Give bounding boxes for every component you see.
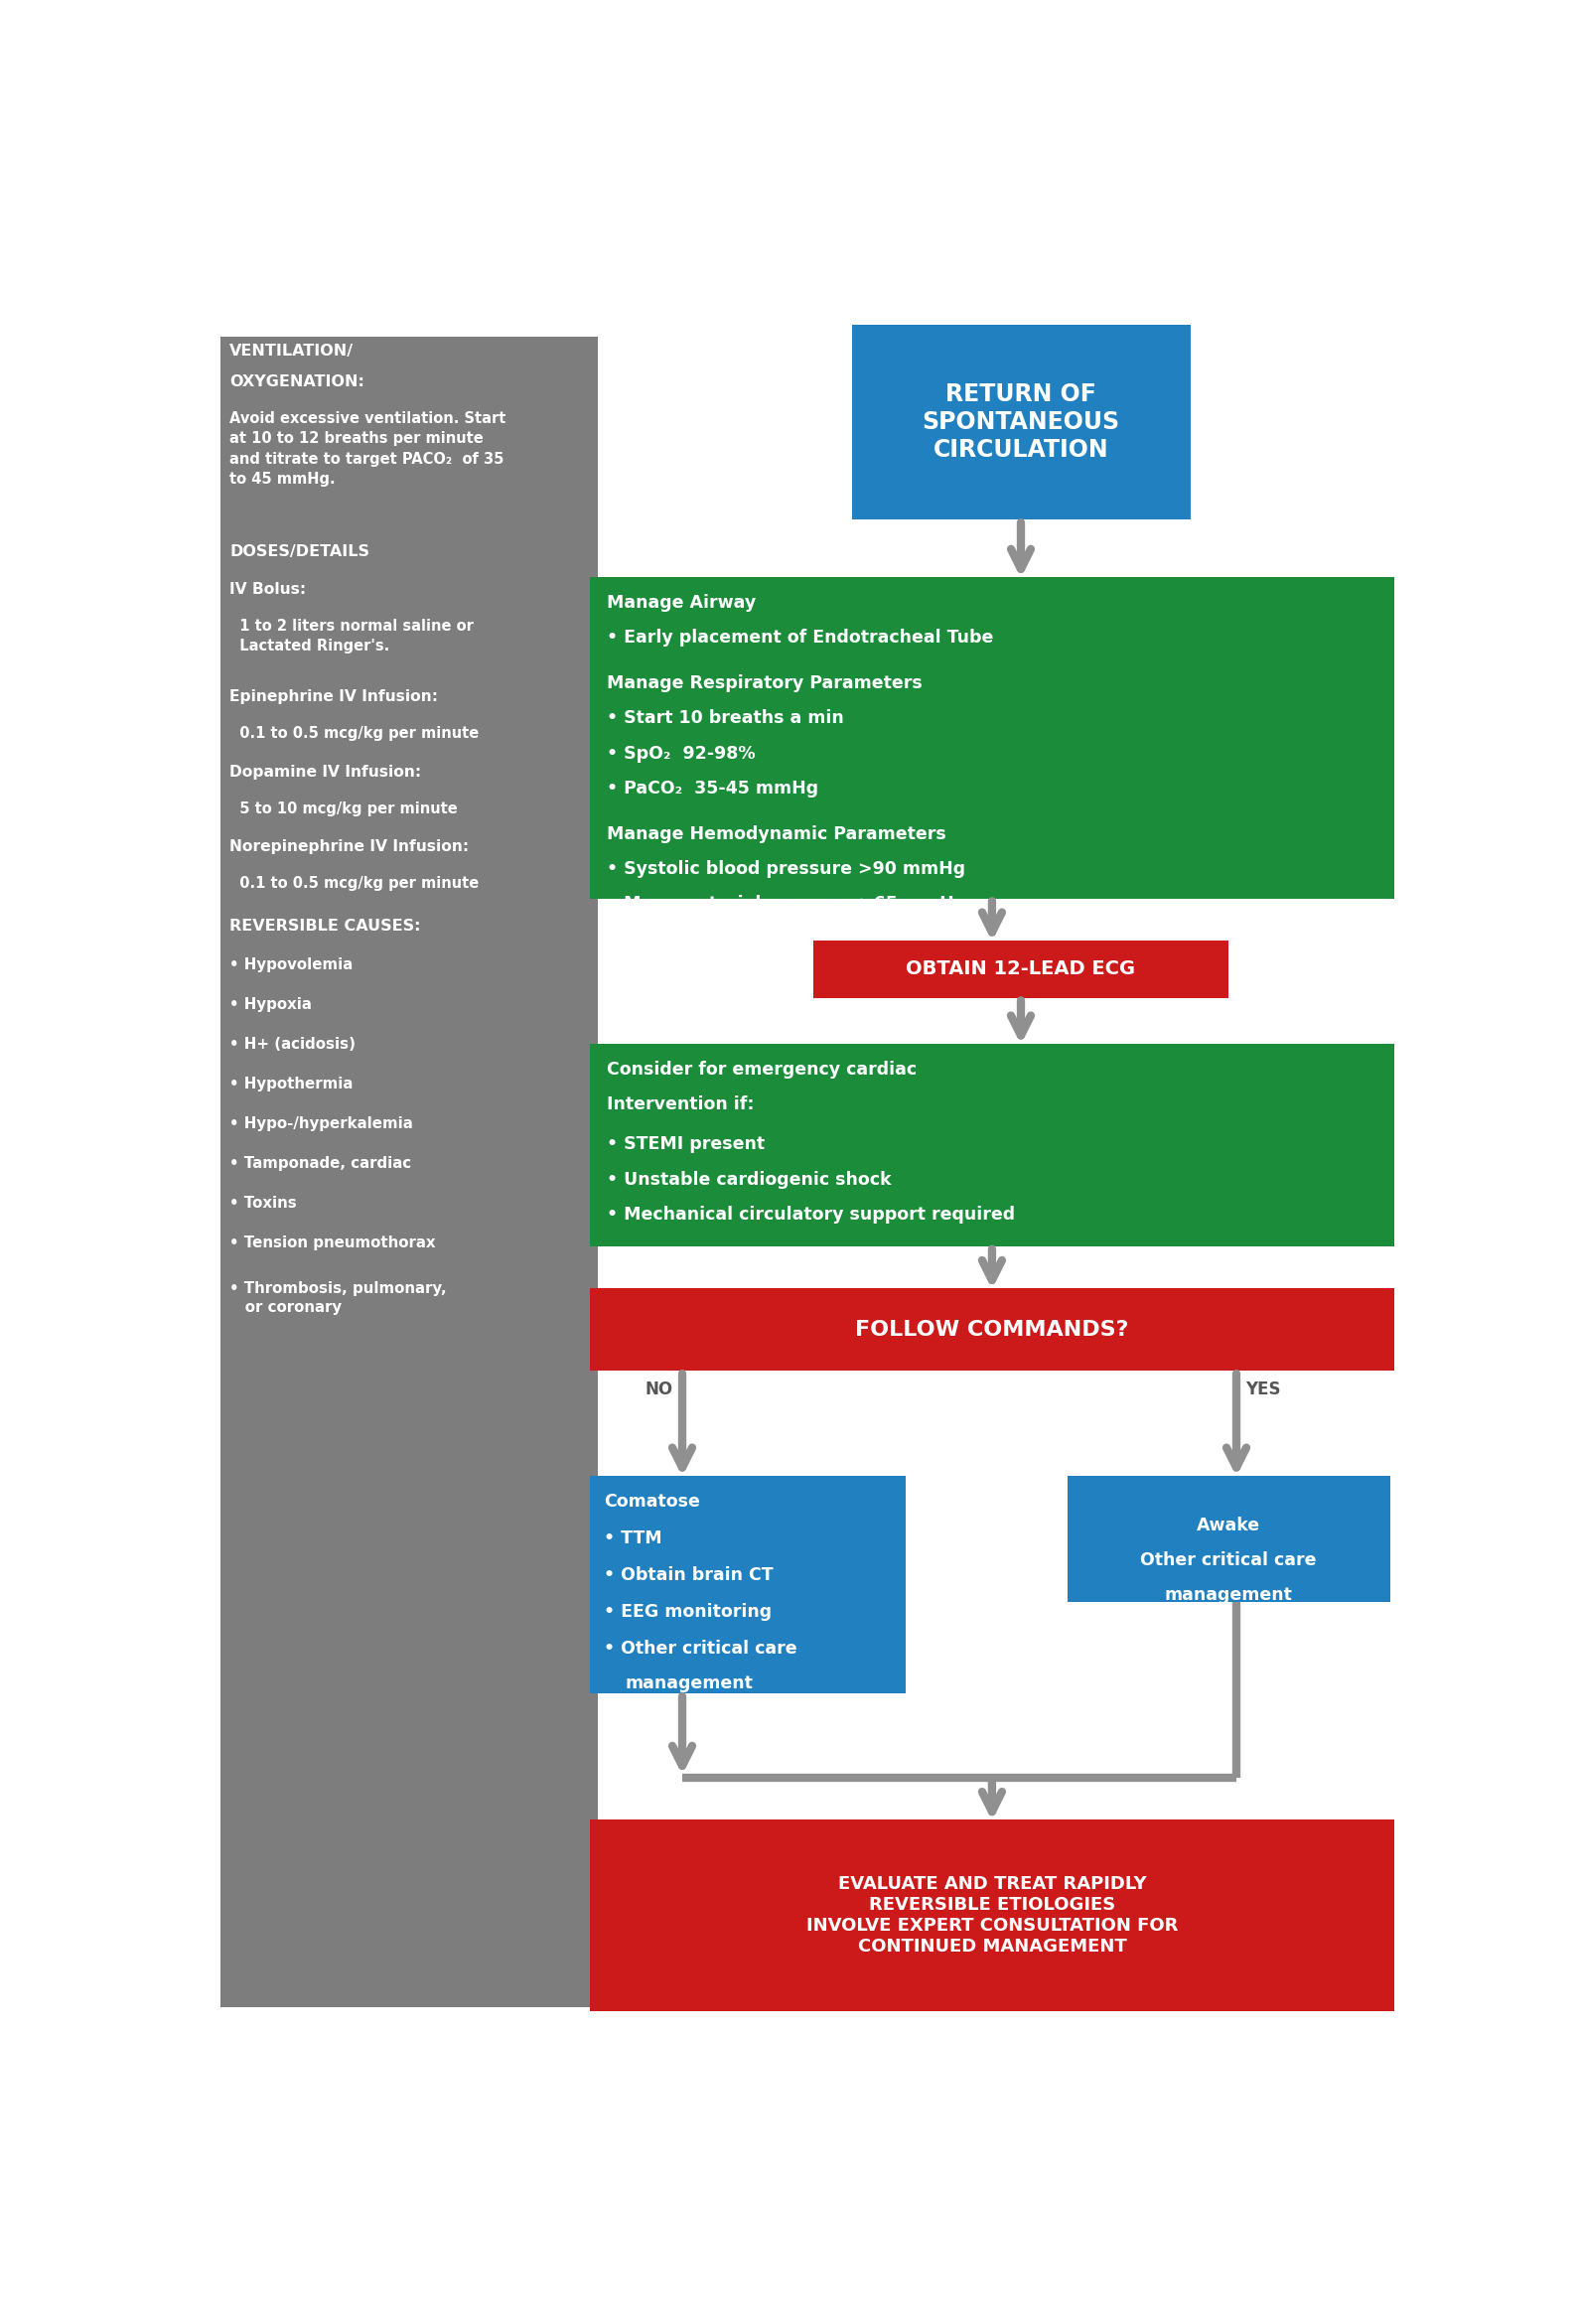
FancyBboxPatch shape [813, 941, 1228, 997]
Text: OXYGENATION:: OXYGENATION: [229, 374, 365, 390]
Text: Manage Airway: Manage Airway [606, 595, 756, 611]
Text: • Early placement of Endotracheal Tube: • Early placement of Endotracheal Tube [606, 630, 993, 646]
Text: YES: YES [1246, 1380, 1281, 1399]
Text: Norepinephrine IV Infusion:: Norepinephrine IV Infusion: [229, 839, 469, 855]
Text: management: management [625, 1676, 753, 1692]
Text: Comatose: Comatose [603, 1492, 699, 1511]
Text: • Obtain brain CT: • Obtain brain CT [603, 1566, 774, 1585]
Text: Avoid excessive ventilation. Start
at 10 to 12 breaths per minute
and titrate to: Avoid excessive ventilation. Start at 10… [229, 411, 507, 486]
Text: Manage Respiratory Parameters: Manage Respiratory Parameters [606, 674, 922, 693]
Text: management: management [1165, 1587, 1293, 1604]
Text: • Hypothermia: • Hypothermia [229, 1076, 354, 1092]
FancyBboxPatch shape [591, 1476, 905, 1694]
Text: • Systolic blood pressure >90 mmHg: • Systolic blood pressure >90 mmHg [606, 860, 965, 878]
Text: • Tension pneumothorax: • Tension pneumothorax [229, 1236, 436, 1250]
Text: NO: NO [646, 1380, 673, 1399]
Text: • Hypo-/hyperkalemia: • Hypo-/hyperkalemia [229, 1116, 414, 1132]
Text: • TTM: • TTM [603, 1529, 662, 1548]
FancyBboxPatch shape [591, 1820, 1394, 2010]
Text: 0.1 to 0.5 mcg/kg per minute: 0.1 to 0.5 mcg/kg per minute [229, 725, 478, 741]
Text: Awake: Awake [1197, 1515, 1260, 1534]
Text: • EEG monitoring: • EEG monitoring [603, 1604, 772, 1620]
Text: • Mean  arterial pressure >65 mmHg: • Mean arterial pressure >65 mmHg [606, 895, 966, 913]
Text: • H+ (acidosis): • H+ (acidosis) [229, 1037, 355, 1053]
FancyBboxPatch shape [591, 576, 1394, 899]
Text: FOLLOW COMMANDS?: FOLLOW COMMANDS? [856, 1320, 1129, 1339]
Text: • Hypovolemia: • Hypovolemia [229, 957, 354, 971]
Text: Intervention if:: Intervention if: [606, 1095, 755, 1113]
Text: EVALUATE AND TREAT RAPIDLY
REVERSIBLE ETIOLOGIES
INVOLVE EXPERT CONSULTATION FOR: EVALUATE AND TREAT RAPIDLY REVERSIBLE ET… [807, 1875, 1178, 1954]
Text: Epinephrine IV Infusion:: Epinephrine IV Infusion: [229, 690, 439, 704]
FancyBboxPatch shape [591, 1287, 1394, 1371]
FancyBboxPatch shape [591, 1043, 1394, 1246]
Text: Consider for emergency cardiac: Consider for emergency cardiac [606, 1060, 917, 1078]
Text: DOSES/DETAILS: DOSES/DETAILS [229, 544, 369, 560]
Text: OBTAIN 12-LEAD ECG: OBTAIN 12-LEAD ECG [906, 960, 1135, 978]
Text: RETURN OF
SPONTANEOUS
CIRCULATION: RETURN OF SPONTANEOUS CIRCULATION [922, 383, 1120, 462]
FancyBboxPatch shape [221, 337, 597, 2008]
Text: REVERSIBLE CAUSES:: REVERSIBLE CAUSES: [229, 918, 422, 934]
Text: • Start 10 breaths a min: • Start 10 breaths a min [606, 709, 843, 727]
Text: VENTILATION/: VENTILATION/ [229, 344, 354, 358]
Text: • Unstable cardiogenic shock: • Unstable cardiogenic shock [606, 1171, 891, 1188]
Text: • Hypoxia: • Hypoxia [229, 997, 313, 1011]
Text: IV Bolus:: IV Bolus: [229, 583, 306, 597]
Text: Manage Hemodynamic Parameters: Manage Hemodynamic Parameters [606, 825, 946, 844]
Text: • Toxins: • Toxins [229, 1197, 297, 1211]
Text: • Mechanical circulatory support required: • Mechanical circulatory support require… [606, 1206, 1015, 1225]
FancyBboxPatch shape [851, 325, 1191, 521]
Text: • Other critical care: • Other critical care [603, 1638, 797, 1657]
Text: 0.1 to 0.5 mcg/kg per minute: 0.1 to 0.5 mcg/kg per minute [229, 876, 478, 890]
Text: Other critical care: Other critical care [1140, 1550, 1317, 1569]
FancyBboxPatch shape [1067, 1476, 1391, 1601]
Text: • SpO₂  92-98%: • SpO₂ 92-98% [606, 744, 755, 762]
Text: 1 to 2 liters normal saline or
  Lactated Ringer's.: 1 to 2 liters normal saline or Lactated … [229, 618, 474, 653]
Text: • Thrombosis, pulmonary,
   or coronary: • Thrombosis, pulmonary, or coronary [229, 1281, 447, 1315]
Text: • Tamponade, cardiac: • Tamponade, cardiac [229, 1155, 412, 1171]
Text: • STEMI present: • STEMI present [606, 1136, 764, 1153]
Text: • PaCO₂  35-45 mmHg: • PaCO₂ 35-45 mmHg [606, 781, 818, 797]
Text: Dopamine IV Infusion:: Dopamine IV Infusion: [229, 765, 422, 779]
Text: 5 to 10 mcg/kg per minute: 5 to 10 mcg/kg per minute [229, 802, 458, 816]
